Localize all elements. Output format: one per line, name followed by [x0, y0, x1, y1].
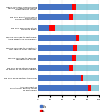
Bar: [38, 5, 72, 11]
Legend: Yes, No, Don't know yet: Yes, No, Don't know yet: [39, 104, 61, 112]
Bar: [38, 75, 81, 81]
Bar: [38, 65, 68, 71]
Bar: [81, 75, 83, 81]
Bar: [55, 25, 99, 31]
Bar: [38, 15, 68, 21]
Bar: [77, 45, 99, 51]
Bar: [49, 25, 55, 31]
Bar: [38, 45, 73, 51]
Bar: [73, 15, 99, 21]
Bar: [76, 5, 99, 11]
Bar: [79, 35, 99, 41]
Bar: [73, 65, 99, 71]
Bar: [68, 15, 73, 21]
Bar: [72, 55, 76, 61]
Bar: [38, 25, 49, 31]
Bar: [68, 65, 73, 71]
Bar: [91, 85, 99, 91]
Bar: [88, 85, 91, 91]
Bar: [38, 35, 76, 41]
Bar: [73, 45, 77, 51]
Bar: [76, 35, 79, 41]
Bar: [38, 55, 72, 61]
Bar: [76, 55, 99, 61]
Bar: [38, 85, 88, 91]
Bar: [72, 5, 76, 11]
Bar: [83, 75, 99, 81]
